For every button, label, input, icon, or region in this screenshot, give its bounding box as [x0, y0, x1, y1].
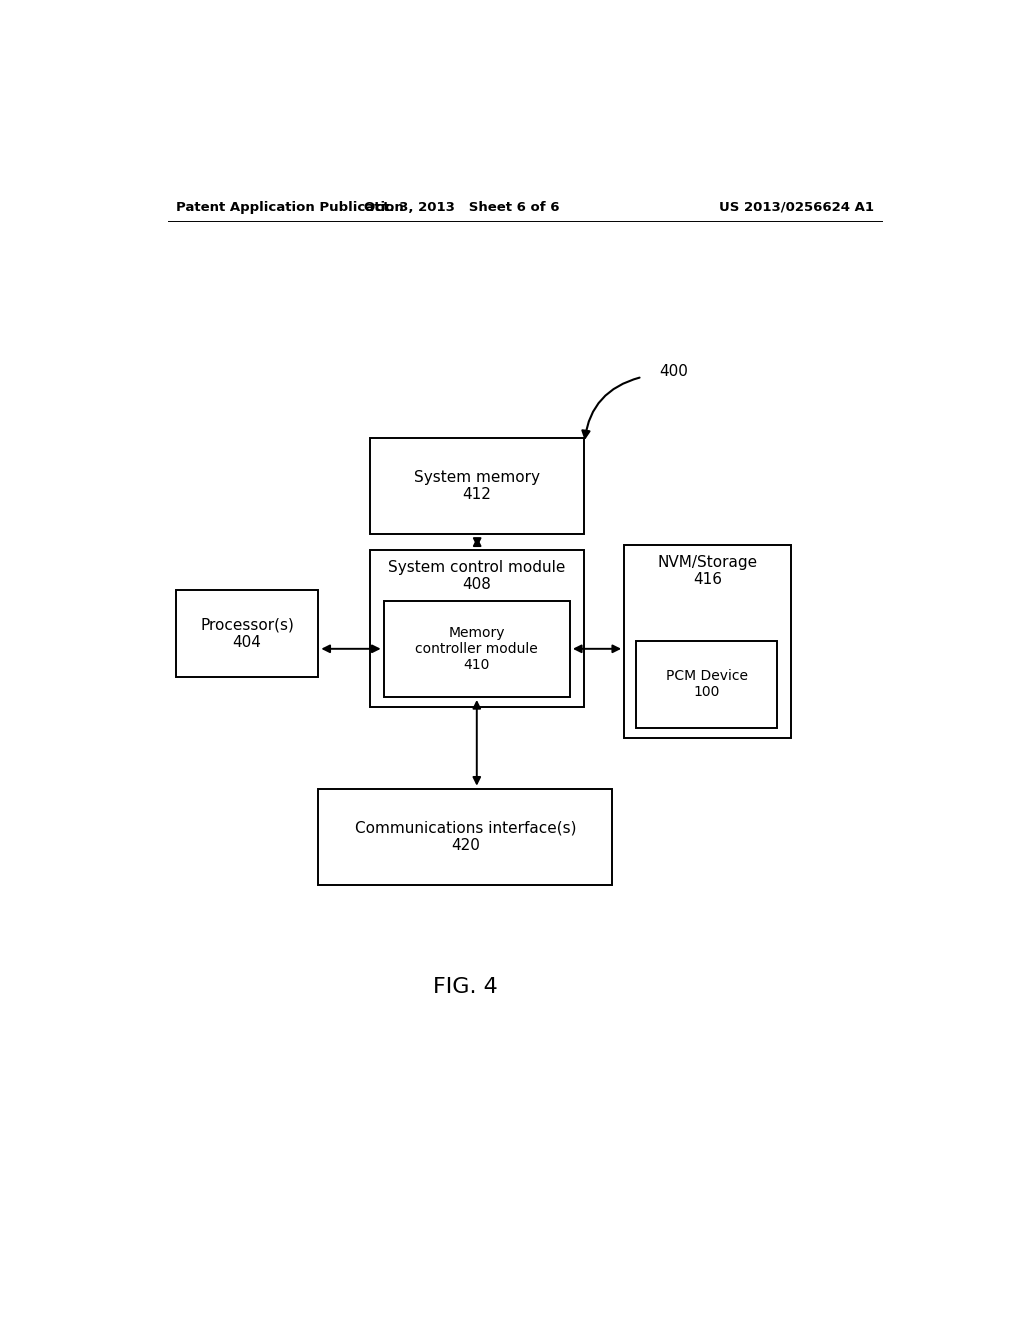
- Text: NVM/Storage
416: NVM/Storage 416: [657, 554, 758, 587]
- Bar: [318, 788, 612, 886]
- Bar: [370, 549, 585, 708]
- Bar: [384, 601, 570, 697]
- Bar: [176, 590, 318, 677]
- Text: US 2013/0256624 A1: US 2013/0256624 A1: [719, 201, 873, 214]
- FancyArrowPatch shape: [583, 378, 640, 438]
- Text: Communications interface(s)
420: Communications interface(s) 420: [354, 821, 577, 853]
- Bar: [624, 545, 791, 738]
- Text: PCM Device
100: PCM Device 100: [666, 669, 748, 700]
- Text: System memory
412: System memory 412: [414, 470, 541, 503]
- Text: Memory
controller module
410: Memory controller module 410: [416, 626, 539, 672]
- Bar: [370, 438, 585, 535]
- Text: Oct. 3, 2013   Sheet 6 of 6: Oct. 3, 2013 Sheet 6 of 6: [364, 201, 559, 214]
- Text: Patent Application Publication: Patent Application Publication: [176, 201, 403, 214]
- Text: FIG. 4: FIG. 4: [433, 977, 498, 997]
- Text: Processor(s)
404: Processor(s) 404: [200, 618, 294, 649]
- Bar: [636, 642, 777, 727]
- Text: 400: 400: [659, 364, 688, 379]
- Text: System control module
408: System control module 408: [388, 560, 566, 593]
